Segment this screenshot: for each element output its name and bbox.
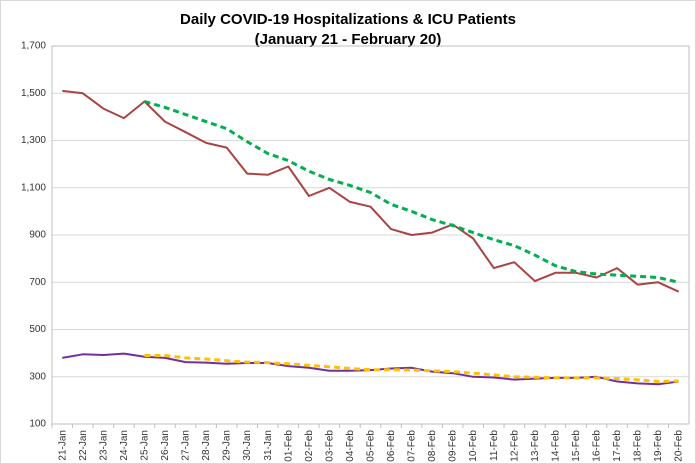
y-tick-label: 500: [29, 324, 46, 335]
x-tick-label: 25-Jan: [139, 430, 150, 461]
chart-title: Daily COVID-19 Hospitalizations & ICU Pa…: [180, 11, 516, 28]
x-tick-label: 31-Jan: [263, 430, 274, 461]
x-tick-label: 01-Feb: [283, 430, 294, 462]
y-tick-label: 700: [29, 277, 46, 288]
x-tick-label: 24-Jan: [119, 430, 130, 461]
x-tick-label: 02-Feb: [304, 430, 315, 462]
x-tick-label: 07-Feb: [407, 430, 418, 462]
x-tick-label: 04-Feb: [345, 430, 356, 462]
x-tick-label: 11-Feb: [489, 430, 500, 461]
x-tick-label: 28-Jan: [201, 430, 212, 461]
y-tick-label: 300: [29, 371, 46, 382]
series-line: [144, 100, 680, 284]
x-tick-label: 08-Feb: [427, 430, 438, 462]
x-tick-label: 05-Feb: [366, 430, 377, 462]
x-tick-label: 14-Feb: [550, 430, 561, 462]
series-line: [144, 354, 679, 383]
x-tick-label: 29-Jan: [222, 430, 233, 461]
x-tick-label: 03-Feb: [324, 430, 335, 462]
x-tick-label: 09-Feb: [448, 430, 459, 462]
x-tick-label: 22-Jan: [78, 430, 89, 461]
plot-border: [51, 45, 690, 425]
chart-subtitle: (January 21 - February 20): [255, 31, 442, 48]
x-tick-label: 19-Feb: [653, 430, 664, 462]
x-tick-label: 17-Feb: [612, 430, 623, 462]
y-tick-label: 1,700: [21, 41, 46, 52]
x-tick-label: 10-Feb: [468, 430, 479, 462]
x-tick-label: 12-Feb: [509, 430, 520, 462]
x-tick-label: 06-Feb: [386, 430, 397, 462]
x-tick-label: 20-Feb: [674, 430, 685, 462]
x-tick-label: 16-Feb: [592, 430, 603, 462]
x-tick-label: 13-Feb: [530, 430, 541, 462]
y-tick-label: 1,500: [21, 88, 46, 99]
x-tick-label: 27-Jan: [181, 430, 192, 461]
x-tick-label: 21-Jan: [57, 430, 68, 461]
x-tick-label: 26-Jan: [160, 430, 171, 461]
x-tick-label: 15-Feb: [571, 430, 582, 462]
y-tick-label: 100: [29, 419, 46, 430]
x-tick-label: 18-Feb: [633, 430, 644, 462]
y-tick-label: 1,300: [21, 135, 46, 146]
y-tick-label: 900: [29, 230, 46, 241]
y-tick-label: 1,100: [21, 182, 46, 193]
x-tick-label: 30-Jan: [242, 430, 253, 461]
x-tick-label: 23-Jan: [98, 430, 109, 461]
